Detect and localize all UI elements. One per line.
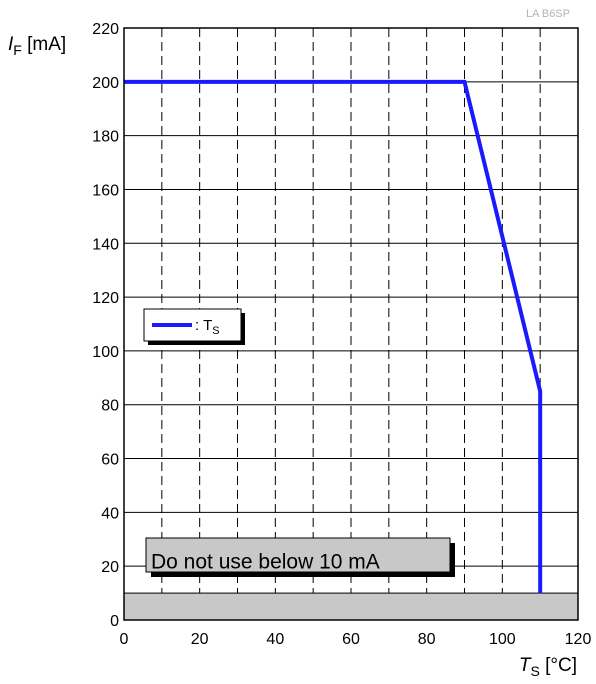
y-axis-label: IF [mA] bbox=[8, 34, 66, 58]
x-tick-label: 120 bbox=[565, 631, 592, 648]
x-axis-label: TS [°C] bbox=[519, 655, 577, 679]
y-tick-label: 0 bbox=[110, 613, 119, 630]
annotation-box: Do not use below 10 mA bbox=[145, 537, 455, 577]
x-tick-label: 40 bbox=[266, 631, 284, 648]
legend: : TS bbox=[143, 308, 245, 345]
plot-frame bbox=[123, 27, 579, 621]
x-tick-label: 100 bbox=[489, 631, 516, 648]
y-tick-label: 40 bbox=[101, 505, 119, 522]
y-tick-label: 120 bbox=[92, 290, 119, 307]
y-tick-label: 200 bbox=[92, 75, 119, 92]
y-tick-label: 220 bbox=[92, 21, 119, 38]
legend-label: : TS bbox=[195, 317, 220, 337]
y-tick-label: 140 bbox=[92, 236, 119, 253]
y-tick-label: 60 bbox=[101, 452, 119, 469]
x-tick-label: 60 bbox=[342, 631, 360, 648]
x-tick-label: 20 bbox=[191, 631, 209, 648]
y-tick-label: 80 bbox=[101, 398, 119, 415]
x-tick-label: 0 bbox=[120, 631, 129, 648]
series-layer bbox=[124, 79, 543, 594]
y-tick-label: 160 bbox=[92, 182, 119, 199]
y-tick-label: 180 bbox=[92, 129, 119, 146]
series-line-0 bbox=[124, 79, 543, 594]
tick-labels: 0 20 40 60 80 100 120 0 20 40 60 80 100 120 140 160 180 2… bbox=[92, 21, 591, 648]
forbidden-band bbox=[123, 592, 579, 621]
forbidden-band-layer bbox=[123, 592, 579, 621]
annotation-text: Do not use below 10 mA bbox=[151, 551, 380, 574]
y-tick-label: 20 bbox=[101, 559, 119, 576]
x-tick-label: 80 bbox=[418, 631, 436, 648]
watermark: LA B6SP bbox=[526, 8, 570, 20]
y-tick-label: 100 bbox=[92, 344, 119, 361]
